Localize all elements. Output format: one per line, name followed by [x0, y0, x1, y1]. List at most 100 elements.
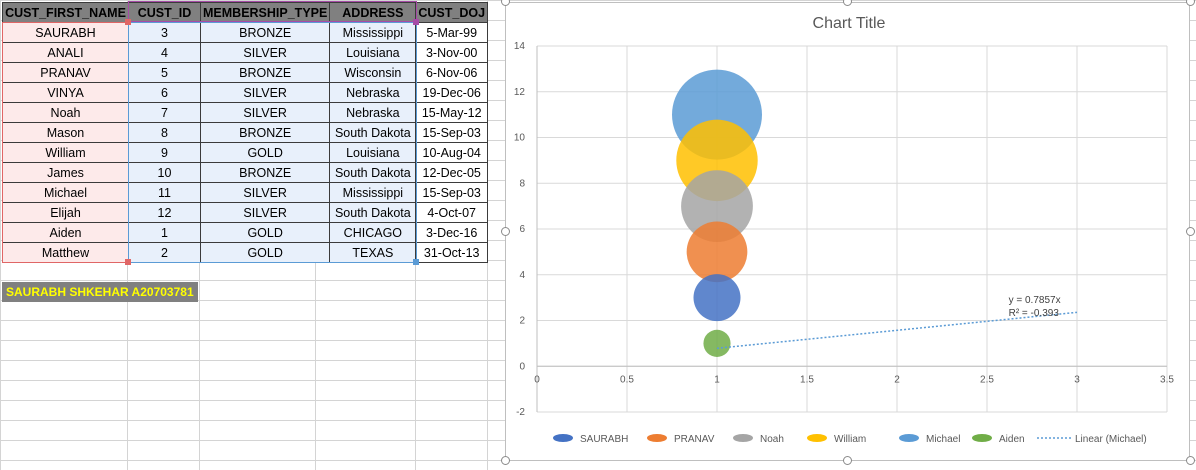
x-tick-label: 2: [894, 374, 900, 385]
table-cell[interactable]: 12-Dec-05: [415, 162, 489, 183]
table-cell[interactable]: 1: [128, 222, 201, 243]
table-cell[interactable]: James: [2, 162, 129, 183]
table-cell[interactable]: SILVER: [199, 42, 331, 63]
chart-resize-handle[interactable]: [501, 227, 510, 236]
legend-marker-michael: [899, 434, 919, 442]
chart-resize-handle[interactable]: [501, 0, 510, 6]
trendline: [716, 311, 1078, 350]
range-handle[interactable]: [125, 19, 131, 25]
table-header-row: CUST_FIRST_NAME CUST_ID MEMBERSHIP_TYPE ADD…: [2, 2, 489, 23]
column-header[interactable]: MEMBERSHIP_TYPE: [199, 2, 331, 23]
table-cell[interactable]: Louisiana: [329, 142, 417, 163]
table-cell[interactable]: Mason: [2, 122, 129, 143]
bubble-point-noah: [681, 170, 753, 243]
table-row: SAURABH 3 BRONZE Mississippi 5-Mar-99: [2, 22, 489, 43]
customer-table: CUST_FIRST_NAME CUST_ID MEMBERSHIP_TYPE ADD…: [2, 2, 489, 263]
bubble-point-aiden: [703, 329, 731, 357]
table-cell[interactable]: 12: [128, 202, 201, 223]
table-cell[interactable]: SILVER: [199, 102, 331, 123]
range-handle[interactable]: [413, 259, 419, 265]
column-header[interactable]: CUST_DOJ: [415, 2, 489, 23]
table-cell[interactable]: 31-Oct-13: [415, 242, 489, 263]
table-cell[interactable]: South Dakota: [329, 202, 417, 223]
table-cell[interactable]: 15-Sep-03: [415, 122, 489, 143]
table-cell[interactable]: 7: [128, 102, 201, 123]
table-cell[interactable]: SAURABH: [2, 22, 129, 43]
table-cell[interactable]: PRANAV: [2, 62, 129, 83]
table-cell[interactable]: 4-Oct-07: [415, 202, 489, 223]
chart-resize-handle[interactable]: [843, 0, 852, 6]
legend-marker-aiden: [972, 434, 992, 442]
table-cell[interactable]: Mississippi: [329, 22, 417, 43]
chart-resize-handle[interactable]: [501, 456, 510, 465]
table-cell[interactable]: 19-Dec-06: [415, 82, 489, 103]
table-cell[interactable]: 5: [128, 62, 201, 83]
x-tick-label: 1: [714, 374, 720, 385]
table-cell[interactable]: 3-Nov-00: [415, 42, 489, 63]
table-cell[interactable]: TEXAS: [329, 242, 417, 263]
table-cell[interactable]: Aiden: [2, 222, 129, 243]
chart-resize-handle[interactable]: [1186, 227, 1195, 236]
table-cell[interactable]: Michael: [2, 182, 129, 203]
table-cell[interactable]: 6: [128, 82, 201, 103]
table-cell[interactable]: 6-Nov-06: [415, 62, 489, 83]
column-header[interactable]: CUST_ID: [128, 2, 201, 23]
table-cell[interactable]: 15-Sep-03: [415, 182, 489, 203]
table-cell[interactable]: 5-Mar-99: [415, 22, 489, 43]
table-cell[interactable]: BRONZE: [199, 162, 331, 183]
table-cell[interactable]: SILVER: [199, 182, 331, 203]
table-cell[interactable]: GOLD: [199, 142, 331, 163]
table-cell[interactable]: GOLD: [199, 242, 331, 263]
table-cell[interactable]: Wisconsin: [329, 62, 417, 83]
table-cell[interactable]: South Dakota: [329, 162, 417, 183]
table-cell[interactable]: SILVER: [199, 82, 331, 103]
table-cell[interactable]: 2: [128, 242, 201, 263]
table-cell[interactable]: 8: [128, 122, 201, 143]
y-tick-label: -2: [516, 407, 525, 418]
column-header[interactable]: ADDRESS: [329, 2, 417, 23]
trendline-equation: y = 0.7857x: [1009, 295, 1061, 306]
legend-marker-pranav: [647, 434, 667, 442]
chart-resize-handle[interactable]: [843, 456, 852, 465]
table-cell[interactable]: Nebraska: [329, 102, 417, 123]
table-cell[interactable]: William: [2, 142, 129, 163]
range-handle[interactable]: [125, 259, 131, 265]
table-cell[interactable]: BRONZE: [199, 22, 331, 43]
table-cell[interactable]: 3-Dec-16: [415, 222, 489, 243]
bubble-chart[interactable]: Chart Title 0 0.5 1 1.5 2 2.5 3 3.5 -2 0 2 4 6 8 10 12 14…: [505, 2, 1190, 461]
table-cell[interactable]: Mississippi: [329, 182, 417, 203]
table-cell[interactable]: Louisiana: [329, 42, 417, 63]
column-header[interactable]: CUST_FIRST_NAME: [2, 2, 129, 23]
chart-resize-handle[interactable]: [1186, 0, 1195, 6]
table-cell[interactable]: Elijah: [2, 202, 129, 223]
table-cell[interactable]: SILVER: [199, 202, 331, 223]
table-cell[interactable]: 11: [128, 182, 201, 203]
y-tick-label: 10: [514, 133, 526, 144]
table-cell[interactable]: Matthew: [2, 242, 129, 263]
table-cell[interactable]: BRONZE: [199, 62, 331, 83]
table-cell[interactable]: South Dakota: [329, 122, 417, 143]
range-handle[interactable]: [413, 19, 419, 25]
table-cell[interactable]: ANALI: [2, 42, 129, 63]
table-cell[interactable]: Nebraska: [329, 82, 417, 103]
author-name-cell[interactable]: SAURABH SHKEHAR A20703781: [2, 282, 198, 302]
table-cell[interactable]: 9: [128, 142, 201, 163]
table-cell[interactable]: Noah: [2, 102, 129, 123]
legend-label-william: William: [834, 434, 866, 445]
table-cell[interactable]: CHICAGO: [329, 222, 417, 243]
x-tick-label: 0.5: [620, 374, 634, 385]
x-tick-label: 1.5: [800, 374, 814, 385]
table-row: VINYA 6 SILVER Nebraska 19-Dec-06: [2, 82, 489, 103]
table-cell[interactable]: GOLD: [199, 222, 331, 243]
y-tick-label: 12: [514, 87, 526, 98]
table-cell[interactable]: 10: [128, 162, 201, 183]
table-cell[interactable]: BRONZE: [199, 122, 331, 143]
table-cell[interactable]: 15-May-12: [415, 102, 489, 123]
legend-marker-saurabh: [553, 434, 573, 442]
table-cell[interactable]: 3: [128, 22, 201, 43]
table-cell[interactable]: VINYA: [2, 82, 129, 103]
table-cell[interactable]: 10-Aug-04: [415, 142, 489, 163]
chart-resize-handle[interactable]: [1186, 456, 1195, 465]
chart-canvas: Chart Title 0 0.5 1 1.5 2 2.5 3 3.5 -2 0 2 4 6 8 10 12 14…: [514, 15, 1175, 445]
table-cell[interactable]: 4: [128, 42, 201, 63]
